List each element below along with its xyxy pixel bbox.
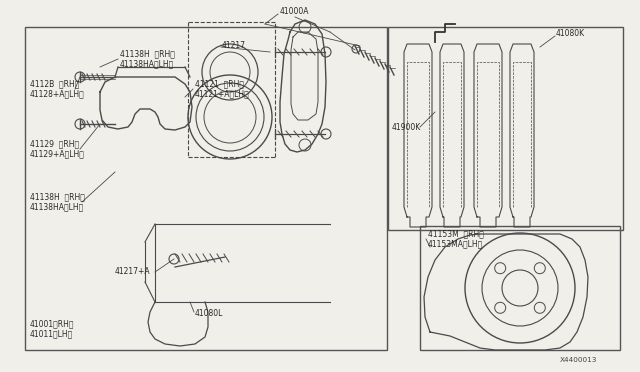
Text: 41080K: 41080K (556, 29, 585, 38)
Text: 41128+A〈LH〉: 41128+A〈LH〉 (30, 90, 84, 99)
Text: 41129  〈RH〉: 41129 〈RH〉 (30, 140, 79, 148)
Text: 41900K: 41900K (392, 122, 421, 131)
Text: 41217: 41217 (222, 41, 246, 49)
Text: X4400013: X4400013 (560, 357, 597, 363)
Text: 41001〈RH〉: 41001〈RH〉 (30, 320, 74, 328)
Text: 41153MA〈LH〉: 41153MA〈LH〉 (428, 240, 483, 248)
Bar (420, 226, 620, 350)
Bar (388, 27, 623, 230)
Text: 4112B  〈RH〉: 4112B 〈RH〉 (30, 80, 79, 89)
Bar (25, 27, 387, 350)
Text: 41138HA〈LH〉: 41138HA〈LH〉 (120, 60, 174, 68)
Text: 41080L: 41080L (195, 310, 223, 318)
Text: 41138H  〈RH〉: 41138H 〈RH〉 (120, 49, 175, 58)
Text: 41129+A〈LH〉: 41129+A〈LH〉 (30, 150, 85, 158)
Text: 41000A: 41000A (280, 7, 310, 16)
Text: 41138HA〈LH〉: 41138HA〈LH〉 (30, 202, 84, 212)
Text: 41153M  〈RH〉: 41153M 〈RH〉 (428, 230, 484, 238)
Text: 41011〈LH〉: 41011〈LH〉 (30, 330, 73, 339)
Text: 41217+A: 41217+A (115, 267, 150, 276)
Text: 41121  〈RH〉: 41121 〈RH〉 (195, 80, 244, 89)
Text: 41121+A〈LH〉: 41121+A〈LH〉 (195, 90, 250, 99)
Text: 41138H  〈RH〉: 41138H 〈RH〉 (30, 192, 85, 202)
